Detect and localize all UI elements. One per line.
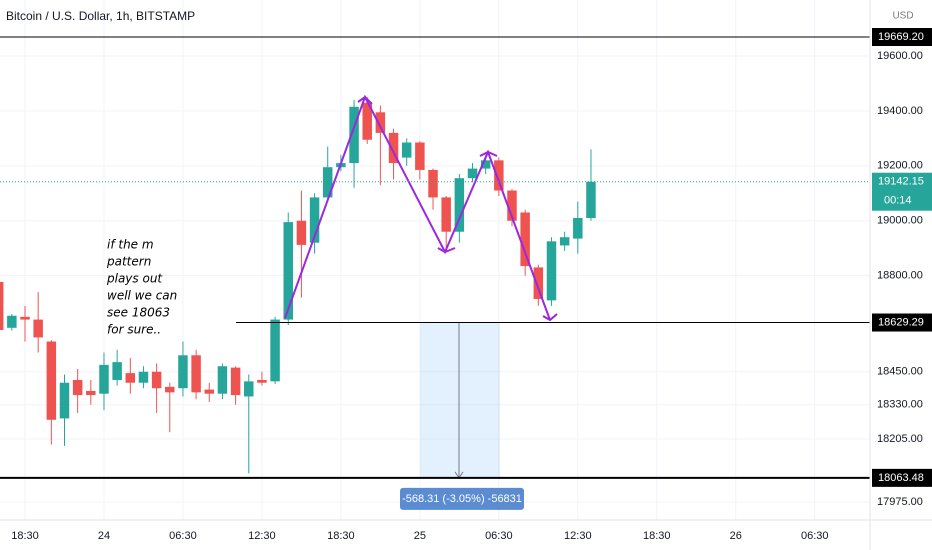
measure: -568.31 (-3.05%) -56831 bbox=[400, 322, 524, 510]
candle-body bbox=[388, 132, 399, 164]
x-tick-label: 24 bbox=[98, 530, 110, 542]
candle-body bbox=[283, 222, 293, 320]
candle-body bbox=[586, 181, 596, 218]
measure-box bbox=[420, 322, 500, 478]
candle-body bbox=[375, 112, 386, 133]
price-label-box bbox=[872, 28, 932, 47]
candle-body bbox=[165, 386, 175, 393]
chart-title: Bitcoin / U.S. Dollar, 1h, BITSTAMP bbox=[6, 9, 195, 23]
candle-body bbox=[309, 197, 320, 243]
axes: 19600.00 19400.00 19200.00 19000.00 18800.00… bbox=[11, 50, 923, 542]
candles bbox=[0, 97, 596, 474]
candle-body bbox=[467, 168, 478, 179]
candle-body bbox=[494, 160, 504, 191]
candle-body bbox=[362, 102, 372, 140]
currency-label: USD bbox=[892, 11, 913, 22]
annotation-text: well we can bbox=[107, 289, 177, 303]
annotation-text: for sure.. bbox=[107, 323, 161, 337]
annotation-text: plays out bbox=[106, 272, 163, 286]
candle-body bbox=[59, 382, 70, 419]
x-tick-label: 18:30 bbox=[643, 530, 671, 542]
candle-body bbox=[204, 389, 215, 394]
candle-body bbox=[296, 220, 307, 245]
candle-body bbox=[230, 367, 241, 396]
candle-body bbox=[125, 373, 136, 383]
candle-body bbox=[428, 169, 438, 198]
y-tick-label: 19000.00 bbox=[877, 215, 923, 227]
y-tick-label: 19400.00 bbox=[877, 105, 923, 117]
x-tick-label: 12:30 bbox=[248, 530, 276, 542]
annotation-text: see 18063 bbox=[107, 306, 170, 320]
y-tick-label: 17975.00 bbox=[877, 496, 923, 508]
candle-body bbox=[7, 315, 17, 328]
candle-body bbox=[72, 379, 83, 396]
candle-body bbox=[46, 341, 57, 420]
candle-body bbox=[573, 217, 583, 239]
horizontal-lines: 19669.20 18629.29 18063.48 19142.15 00:14 bbox=[0, 28, 932, 487]
candle-body bbox=[533, 267, 544, 299]
candle-body bbox=[480, 160, 491, 169]
candle-body bbox=[270, 319, 280, 382]
pattern-arrow bbox=[437, 247, 456, 254]
candle-body bbox=[33, 319, 43, 338]
x-tick-label: 12:30 bbox=[564, 530, 592, 542]
y-tick-label: 18450.00 bbox=[877, 366, 923, 378]
candle-body bbox=[99, 364, 109, 394]
last-price-box bbox=[872, 172, 932, 211]
candle-body bbox=[257, 379, 267, 383]
measure-label-box bbox=[400, 487, 524, 510]
y-tick-label: 18205.00 bbox=[877, 433, 923, 445]
annotation-text: if the m bbox=[107, 238, 154, 252]
x-tick-label: 06:30 bbox=[485, 530, 513, 542]
candle-body bbox=[454, 178, 465, 232]
candle-body bbox=[112, 362, 122, 380]
candle-body bbox=[507, 190, 517, 221]
price-label-box bbox=[872, 468, 932, 487]
x-tick-label: 25 bbox=[414, 530, 426, 542]
candle-body bbox=[441, 197, 451, 232]
candle-body bbox=[138, 371, 149, 383]
last-price-label: 19142.15 bbox=[878, 176, 924, 188]
candle-body bbox=[322, 167, 333, 198]
x-tick-label: 06:30 bbox=[801, 530, 829, 542]
y-tick-label: 19200.00 bbox=[877, 160, 923, 172]
candle-body bbox=[217, 366, 228, 394]
y-tick-label: 18800.00 bbox=[877, 270, 923, 282]
candle-body bbox=[520, 212, 530, 267]
pattern-arrow bbox=[357, 95, 373, 105]
price-label-box bbox=[872, 313, 932, 332]
candle-body bbox=[415, 142, 425, 170]
candle-body bbox=[191, 355, 201, 393]
y-tick-label: 18330.00 bbox=[877, 399, 923, 411]
candle-body bbox=[244, 381, 254, 397]
pattern-arrow bbox=[542, 313, 558, 322]
candle-body bbox=[86, 390, 96, 396]
grid bbox=[0, 0, 870, 520]
x-tick-label: 18:30 bbox=[327, 530, 355, 542]
candle-body bbox=[178, 355, 188, 389]
x-tick-label: 26 bbox=[730, 530, 742, 542]
candle-body bbox=[349, 106, 359, 164]
candle-body bbox=[151, 371, 162, 389]
x-tick-label: 18:30 bbox=[11, 530, 39, 542]
measure-label: -568.31 (-3.05%) -56831 bbox=[402, 493, 522, 505]
candle-body bbox=[559, 237, 570, 246]
y-tick-label: 19600.00 bbox=[877, 50, 923, 62]
countdown-label: 00:14 bbox=[884, 195, 912, 207]
candle-body bbox=[0, 281, 4, 331]
pattern-arrow bbox=[479, 150, 498, 157]
candle-body bbox=[401, 142, 412, 158]
candle-body bbox=[20, 316, 30, 320]
price-label: 18629.29 bbox=[878, 316, 924, 328]
annotation-text: pattern bbox=[106, 255, 151, 269]
candle-body bbox=[546, 241, 557, 301]
x-tick-label: 06:30 bbox=[169, 530, 197, 542]
price-label: 18063.48 bbox=[878, 472, 924, 484]
price-label: 19669.20 bbox=[878, 31, 924, 43]
